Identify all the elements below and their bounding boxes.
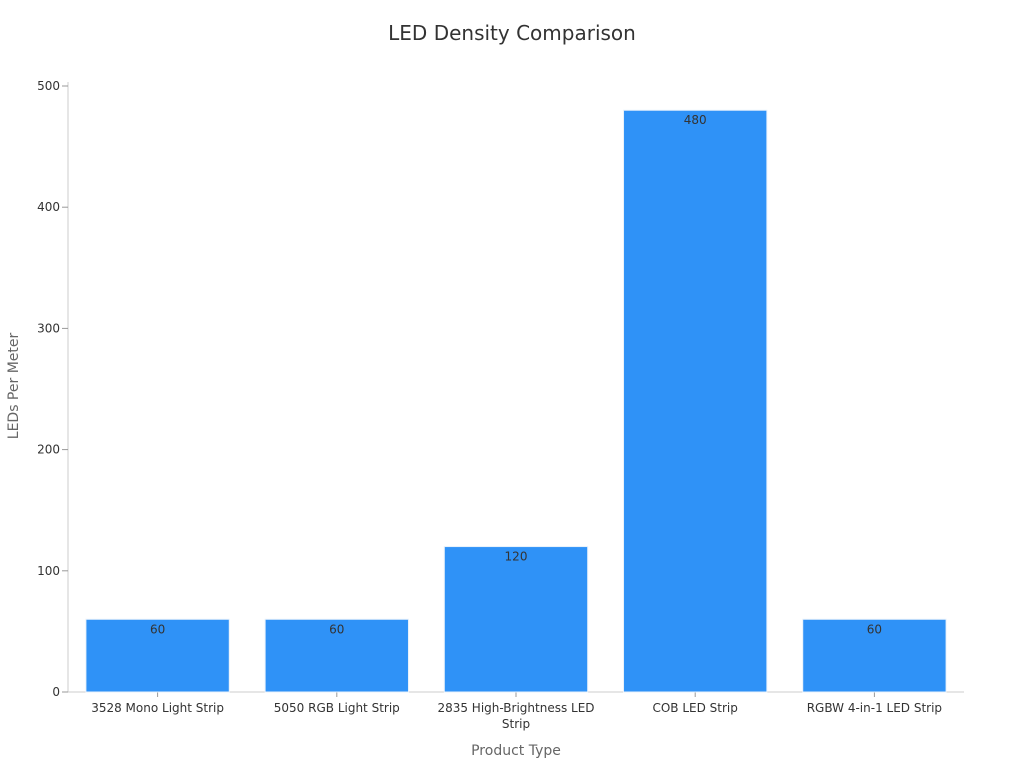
chart-title: LED Density Comparison xyxy=(388,21,636,45)
bar-value-label: 120 xyxy=(505,550,528,564)
y-tick-label: 200 xyxy=(37,443,60,457)
y-tick-label: 100 xyxy=(37,564,60,578)
x-tick-label: 3528 Mono Light Strip xyxy=(91,701,224,715)
bar-value-label: 60 xyxy=(867,622,882,636)
x-tick-label: COB LED Strip xyxy=(652,701,737,715)
y-tick-label: 0 xyxy=(52,685,60,699)
data-labels: 60 60 120 480 60 xyxy=(150,113,882,636)
x-tick-label: 2835 High-Brightness LED Strip xyxy=(437,701,594,731)
bar xyxy=(443,546,589,693)
x-tick-label: 5050 RGB Light Strip xyxy=(274,701,400,715)
y-axis: 0 100 200 300 400 500 xyxy=(37,79,69,699)
x-axis: 3528 Mono Light Strip 5050 RGB Light Stri… xyxy=(68,691,964,731)
bar-value-label: 60 xyxy=(329,622,344,636)
bar xyxy=(623,109,768,693)
y-tick-label: 400 xyxy=(37,200,60,214)
x-axis-title: Product Type xyxy=(471,743,561,759)
y-tick-label: 500 xyxy=(37,79,60,93)
bar xyxy=(264,618,409,693)
y-axis-title: LEDs Per Meter xyxy=(6,333,22,440)
bar-value-label: 480 xyxy=(684,113,707,127)
bar xyxy=(85,618,230,693)
y-tick-label: 300 xyxy=(37,321,60,335)
bar xyxy=(802,618,947,693)
x-tick-label: RGBW 4-in-1 LED Strip xyxy=(807,701,942,715)
bar-value-label: 60 xyxy=(150,622,165,636)
bars xyxy=(85,109,947,693)
